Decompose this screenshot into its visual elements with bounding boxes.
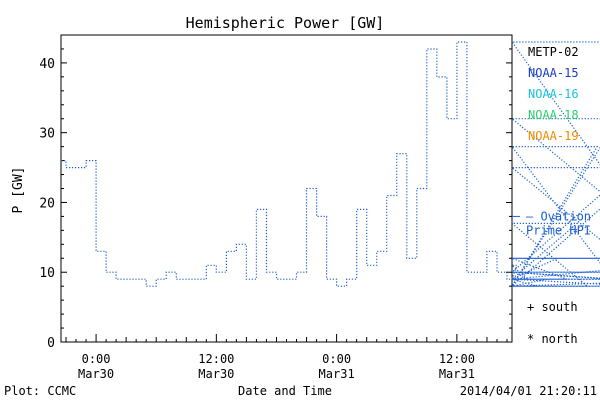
chart-title: Hemispheric Power [GW]	[186, 14, 385, 32]
ovation-label: — Ovation Prime HPI	[512, 209, 591, 237]
ovation-label-line1: — Ovation	[526, 209, 591, 223]
y-tick-label: 30	[39, 127, 55, 142]
x-tick-label-time: 12:00	[439, 352, 475, 366]
x-tick-label-date: Mar31	[319, 367, 355, 381]
y-axis: 0 10 20 30 40	[39, 48, 512, 351]
x-tick-label-date: Mar30	[78, 367, 114, 381]
y-tick-label: 20	[39, 196, 55, 211]
y-tick-label: 40	[39, 57, 55, 72]
y-tick-label: 0	[47, 336, 55, 351]
x-tick-label-date: Mar31	[439, 367, 475, 381]
data-series	[61, 41, 600, 287]
series-line-ovation-prime-hpi	[61, 41, 600, 287]
south-marker-label: + south	[527, 300, 578, 314]
legend-item-noaa-15: NOAA-15	[528, 66, 579, 80]
ovation-label-line2: Prime HPI	[526, 223, 591, 237]
x-tick-label-date: Mar30	[198, 367, 234, 381]
x-tick-label-time: 12:00	[198, 352, 234, 366]
x-tick-label-time: 0:00	[82, 352, 111, 366]
plot-timestamp: 2014/04/01 21:20:11	[460, 384, 597, 398]
legend-item-noaa-18: NOAA-18	[528, 108, 579, 122]
plot-credit: Plot: CCMC	[4, 384, 76, 398]
legend: METP-02 NOAA-15 NOAA-16 NOAA-18 NOAA-19	[528, 45, 579, 143]
x-tick-label-time: 0:00	[322, 352, 351, 366]
plot-area-frame	[60, 34, 513, 343]
north-marker-label: * north	[527, 332, 578, 346]
legend-item-noaa-16: NOAA-16	[528, 87, 579, 101]
y-axis-label: P [GW]	[11, 167, 26, 214]
legend-item-metp-02: METP-02	[528, 45, 579, 59]
y-tick-label: 10	[39, 266, 55, 281]
legend-item-noaa-19: NOAA-19	[528, 129, 579, 143]
x-axis-label: Date and Time	[238, 384, 332, 398]
